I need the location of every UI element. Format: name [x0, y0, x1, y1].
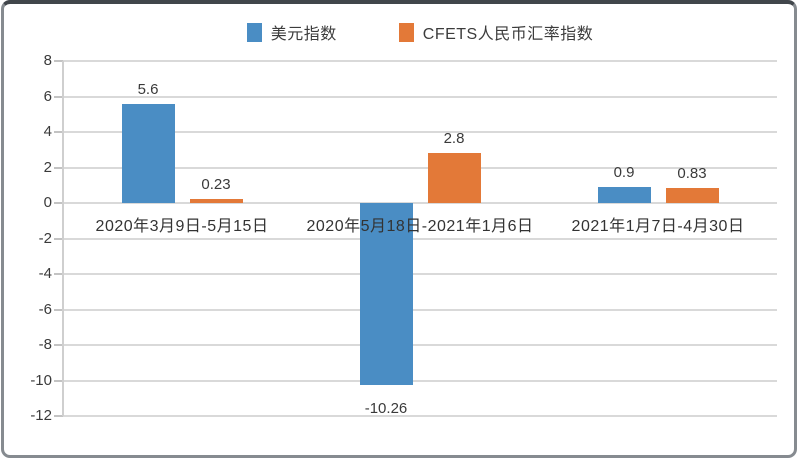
ytick-label: -12 — [30, 407, 52, 424]
ytick-mark — [54, 379, 63, 382]
bar-cfets-group1 — [189, 198, 243, 203]
ytick-label: 2 — [43, 158, 52, 176]
legend-label: CFETS人民币汇率指数 — [422, 26, 594, 43]
gridline-y--10 — [63, 379, 777, 382]
chart-legend: 美元指数 CFETS人民币汇率指数 — [63, 18, 777, 46]
y-axis-line — [62, 61, 64, 416]
bar-value-label: 0.9 — [613, 164, 635, 182]
ytick-mark — [54, 237, 63, 240]
category-label: 2020年5月18日-2021年1月6日 — [306, 218, 534, 235]
ytick-mark — [54, 415, 63, 417]
ytick-label: 0 — [43, 194, 52, 211]
legend-item-usd-index: 美元指数 — [246, 20, 337, 44]
legend-swatch-icon — [398, 22, 414, 42]
gridline-y--2 — [63, 237, 777, 240]
gridline-y--4 — [63, 273, 777, 275]
legend-swatch-icon — [246, 22, 262, 42]
gridline-y-6 — [63, 95, 777, 98]
ytick-label: -8 — [38, 336, 52, 353]
ytick-label: -6 — [38, 300, 52, 318]
ytick-label: 8 — [43, 52, 52, 69]
bar-cfets-group2 — [427, 153, 481, 203]
ytick-mark — [54, 95, 63, 98]
gridline-y--8 — [63, 344, 777, 346]
legend-item-cfets-index: CFETS人民币汇率指数 — [398, 20, 594, 44]
ytick-label: -2 — [38, 229, 52, 247]
bar-value-label: 5.6 — [137, 80, 159, 98]
bar-value-label: 2.8 — [443, 130, 465, 148]
gridline-y-0 — [63, 202, 777, 204]
ytick-mark — [54, 308, 63, 311]
gridline-y--6 — [63, 308, 777, 311]
gridline-y-8 — [63, 60, 777, 62]
category-label: 2020年3月9日-5月15日 — [95, 218, 269, 235]
bar-value-label: 0.23 — [201, 175, 231, 193]
ytick-mark — [54, 60, 63, 62]
ytick-label: 4 — [43, 123, 52, 140]
ytick-mark — [54, 273, 63, 275]
gridline-y--12 — [63, 415, 777, 417]
legend-label: 美元指数 — [270, 26, 337, 43]
ytick-label: -10 — [30, 371, 52, 389]
ytick-mark — [54, 202, 63, 204]
bar-value-label: 0.83 — [677, 165, 707, 183]
bar-value-label: -10.26 — [364, 400, 408, 418]
category-label: 2021年1月7日-4月30日 — [571, 218, 745, 235]
bar-usd-group3 — [597, 187, 651, 203]
gridline-y-2 — [63, 166, 777, 169]
ytick-mark — [54, 344, 63, 346]
gridline-y-4 — [63, 131, 777, 133]
ytick-label: -4 — [38, 265, 52, 282]
bar-usd-group1 — [121, 103, 175, 203]
ytick-mark — [54, 131, 63, 133]
ytick-mark — [54, 166, 63, 169]
bar-cfets-group3 — [665, 188, 719, 203]
ytick-label: 6 — [43, 87, 52, 105]
bar-usd-group2 — [359, 203, 413, 386]
